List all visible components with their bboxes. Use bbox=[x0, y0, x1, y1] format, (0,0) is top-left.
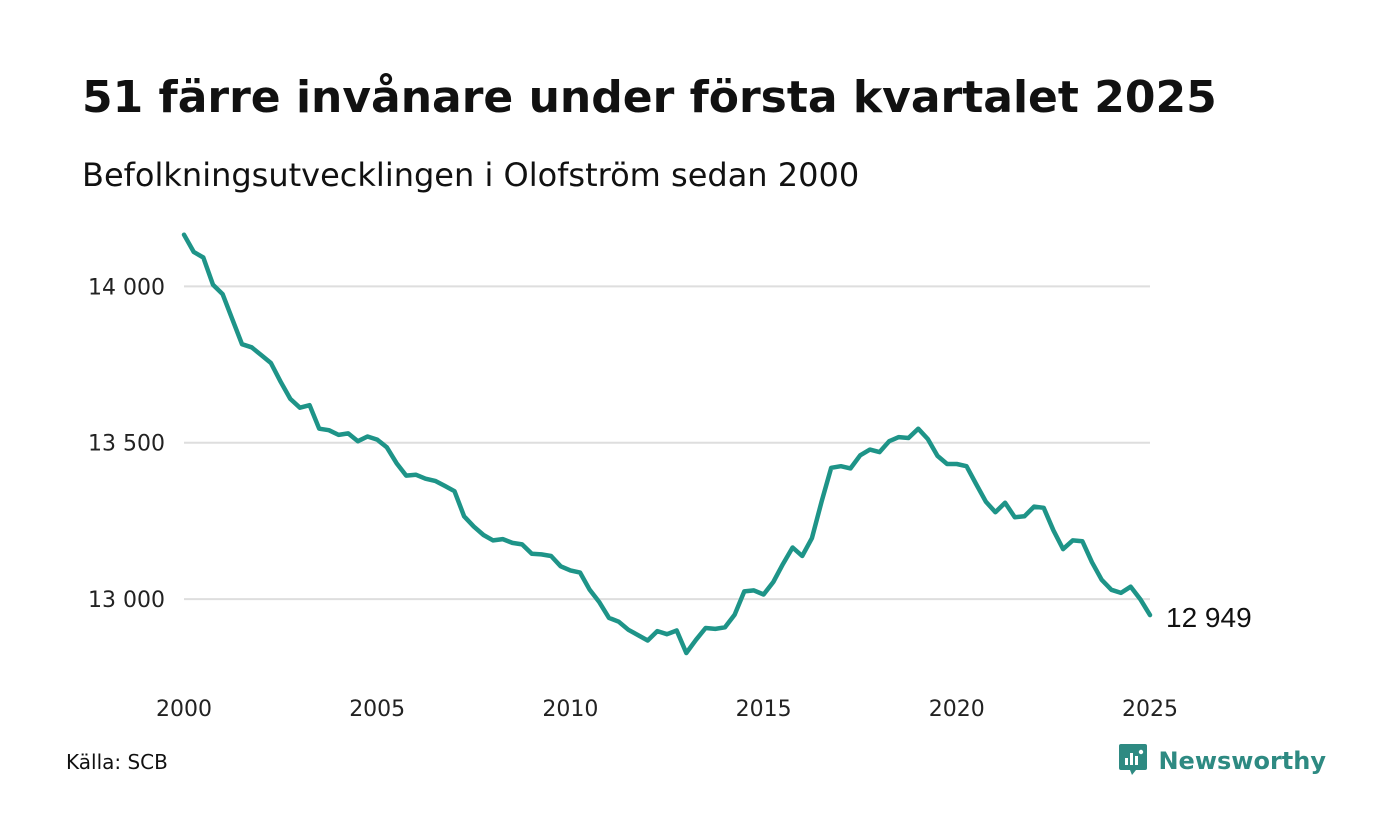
brand-name: Newsworthy bbox=[1158, 747, 1326, 775]
x-tick-label: 2015 bbox=[736, 697, 792, 722]
y-tick-label: 13 000 bbox=[88, 588, 165, 613]
chart-title: 51 färre invånare under första kvartalet… bbox=[82, 72, 1217, 123]
chart-subtitle: Befolkningsutvecklingen i Olofström seda… bbox=[82, 156, 860, 194]
x-tick-label: 2000 bbox=[156, 697, 212, 722]
population-line bbox=[181, 232, 1153, 656]
grid-lines bbox=[184, 285, 1150, 601]
chart-bubble-icon bbox=[1118, 742, 1148, 780]
x-tick-label: 2020 bbox=[929, 697, 985, 722]
y-axis-ticks: 13 000 13 500 14 000 bbox=[88, 275, 165, 613]
x-axis-ticks: 2000 2005 2010 2015 2020 2025 bbox=[156, 697, 1178, 722]
source-note: Källa: SCB bbox=[66, 750, 168, 774]
y-tick-label: 13 500 bbox=[88, 432, 165, 457]
series-layer bbox=[181, 232, 1153, 656]
x-tick-label: 2005 bbox=[349, 697, 405, 722]
y-tick-label: 14 000 bbox=[88, 275, 165, 300]
end-value-label: 12 949 bbox=[1166, 602, 1252, 633]
x-tick-label: 2025 bbox=[1122, 697, 1178, 722]
x-tick-label: 2010 bbox=[542, 697, 598, 722]
brand-logo: Newsworthy bbox=[1118, 742, 1326, 780]
